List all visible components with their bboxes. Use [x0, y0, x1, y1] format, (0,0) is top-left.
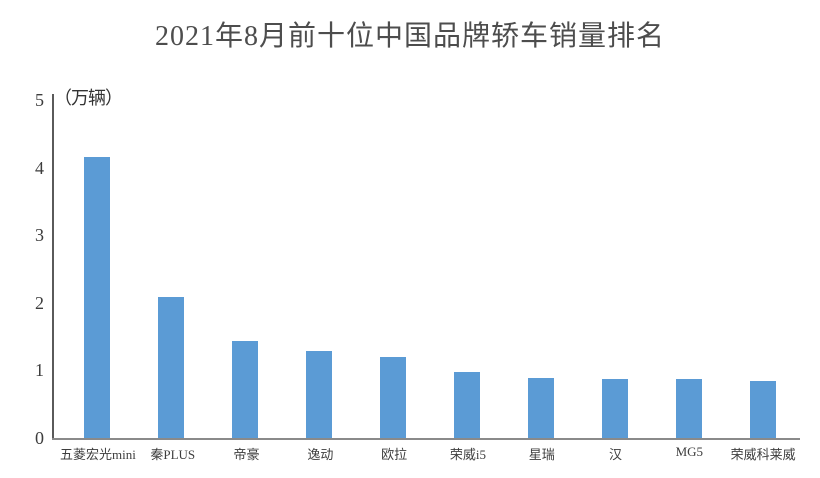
bar-汉	[602, 379, 628, 438]
plot-area	[60, 97, 800, 438]
bar-slot	[726, 97, 800, 438]
bar-五菱宏光mini	[84, 156, 110, 438]
y-axis-unit-label: （万辆）	[54, 88, 123, 108]
x-axis-labels: 五菱宏光mini 秦PLUS 帝豪 逸动 欧拉 荣威i5 星瑞 汉 MG5 荣威科莱威	[60, 444, 800, 463]
x-category-label: 荣威科莱威	[730, 447, 796, 462]
bar-星瑞	[528, 377, 554, 438]
bar-slot	[430, 97, 504, 438]
bar-slot	[652, 97, 726, 438]
bar-slot	[134, 97, 208, 438]
x-category-label: 五菱宏光mini	[60, 447, 136, 462]
y-tick-label: 4	[35, 157, 44, 178]
x-category-label: 星瑞	[528, 447, 555, 462]
chart-title: 2021年8月前十位中国品牌轿车销量排名	[154, 21, 665, 52]
y-tick-label: 3	[35, 225, 44, 246]
bar-逸动	[306, 351, 332, 438]
bar-荣威科莱威	[750, 380, 776, 438]
y-axis-line	[52, 94, 54, 439]
x-category-label: 帝豪	[233, 447, 260, 462]
x-category-label: 欧拉	[381, 447, 408, 462]
x-category-label: 荣威i5	[449, 447, 486, 462]
bar-slot	[356, 97, 430, 438]
x-category-label: 秦PLUS	[150, 447, 196, 462]
y-tick-label: 0	[35, 428, 44, 448]
bar-帝豪	[232, 341, 258, 438]
bar-MG5	[676, 379, 702, 438]
y-tick-label: 1	[35, 360, 44, 381]
bar-秦PLUS	[158, 297, 184, 438]
y-tick-label: 5	[35, 90, 44, 110]
x-axis-line	[52, 438, 800, 440]
y-tick-label: 2	[35, 292, 44, 313]
bar-slot	[578, 97, 652, 438]
bar-slot	[208, 97, 282, 438]
bar-slot	[60, 97, 134, 438]
bar-slot	[504, 97, 578, 438]
x-category-label: 逸动	[307, 447, 334, 462]
bar-欧拉	[380, 356, 406, 438]
x-category-label: 汉	[609, 447, 623, 462]
bar-荣威i5	[454, 371, 480, 438]
bar-slot	[282, 97, 356, 438]
x-category-label: MG5	[675, 444, 704, 459]
